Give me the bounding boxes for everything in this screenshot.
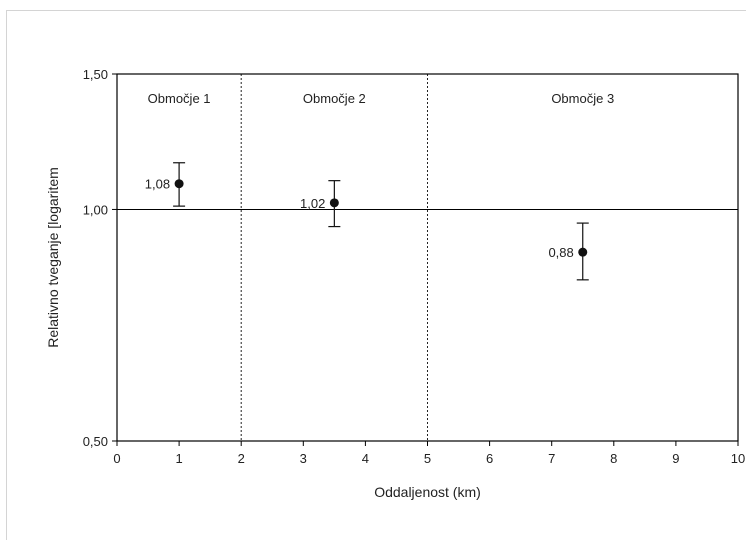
x-tick-label: 8 <box>610 451 617 466</box>
data-label: 1,08 <box>145 177 170 192</box>
y-axis-ticks: 0,50 1,00 1,50 <box>83 67 117 449</box>
data-label: 1,02 <box>300 196 325 211</box>
x-tick-label: 0 <box>113 451 120 466</box>
data-point <box>174 179 184 189</box>
x-tick-label: 2 <box>238 451 245 466</box>
x-tick-label: 6 <box>486 451 493 466</box>
data-point <box>329 198 339 208</box>
zone-label: Območje 2 <box>303 91 366 106</box>
zone-label: Območje 3 <box>551 91 614 106</box>
chart-frame <box>6 10 746 540</box>
y-tick-label: 1,50 <box>83 67 108 82</box>
x-tick-label: 4 <box>362 451 369 466</box>
zone-labels: Območje 1 Območje 2 Območje 3 <box>148 91 615 106</box>
data-label: 0,88 <box>548 245 573 260</box>
zone-label: Območje 1 <box>148 91 211 106</box>
x-tick-label: 5 <box>424 451 431 466</box>
plot-axes <box>116 73 739 442</box>
plot-area-border <box>116 73 739 442</box>
y-axis-title: Relativno tveganje [logaritem <box>45 167 61 348</box>
zone-boundaries <box>240 74 428 441</box>
x-tick-label: 9 <box>672 451 679 466</box>
x-tick-label: 7 <box>548 451 555 466</box>
x-tick-label: 3 <box>300 451 307 466</box>
x-tick-label: 10 <box>731 451 745 466</box>
y-tick-label: 0,50 <box>83 434 108 449</box>
data-point <box>578 247 588 257</box>
y-tick-label: 1,00 <box>83 202 108 217</box>
data-points: 1,08 1,02 0,88 <box>145 162 589 281</box>
x-axis-ticks: 0 1 2 3 4 5 6 7 8 9 10 <box>113 441 745 466</box>
x-tick-label: 1 <box>175 451 182 466</box>
x-axis-title: Oddaljenost (km) <box>374 484 481 500</box>
